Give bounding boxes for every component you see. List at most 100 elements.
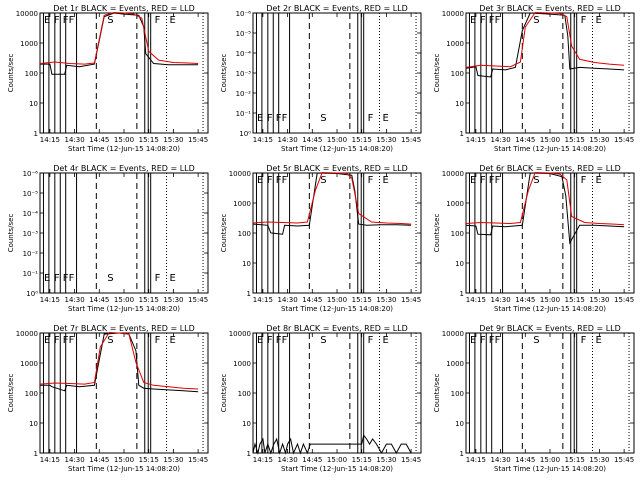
marker-letter: F [489,175,495,186]
marker-letter: F [267,175,273,186]
y-tick-label: 100 [238,230,251,238]
marker-letter: F [155,15,161,26]
y-tick-label: 10⁰ [239,130,251,138]
x-tick-label: 14:30 [490,136,510,144]
x-tick-label: 14:30 [490,456,510,464]
y-tick-label: 1000 [446,200,464,208]
x-tick-label: 15:45 [188,456,208,464]
y-axis-label: Counts/sec [220,214,228,253]
y-tick-label: 10 [242,420,251,428]
marker-letter: S [107,335,113,346]
y-tick-label: 10000 [442,330,464,338]
y-axis-label: Counts/sec [433,54,441,93]
x-tick-label: 15:30 [163,456,183,464]
marker-letter: F [495,15,501,26]
panel-title: Det 9r BLACK = Events, RED = LLD [479,324,621,333]
y-tick-label: 10 [242,260,251,268]
panel-title: Det 8r BLACK = Events, RED = LLD [266,324,408,333]
panel-2: Det 2r BLACK = Events, RED = LLD 10⁰ 10⁻¹ 1… [220,4,422,153]
series-events [252,434,412,455]
x-tick-label: 15:00 [114,296,134,304]
marker-letter: F [480,175,486,186]
panel-6: Det 6r BLACK = Events, RED = LLD 1 10 100 10… [433,164,635,313]
marker-letter: F [480,15,486,26]
y-tick-label: 10 [455,260,464,268]
marker-letter: E [595,175,601,186]
y-tick-label: 1000 [233,200,251,208]
x-tick-label: 14:15 [466,456,486,464]
x-tick-label: 15:00 [540,456,560,464]
x-tick-label: 15:45 [614,136,634,144]
marker-letter: F [155,273,161,284]
x-tick-label: 15:00 [114,136,134,144]
x-tick-label: 14:30 [277,456,297,464]
x-axis-label: Start Time (12-Jun-15 14:08:20) [68,305,180,313]
y-tick-label: 100 [25,390,38,398]
y-tick-label: 1000 [20,40,38,48]
marker-letter: E [257,113,263,124]
marker-letter: F [54,273,60,284]
marker-letter: F [267,113,273,124]
panel-8: Det 8r BLACK = Events, RED = LLD 1 10 100 10… [220,324,422,473]
y-tick-label: 1 [460,130,464,138]
y-tick-label: 10 [455,420,464,428]
marker-letter: F [63,273,69,284]
marker-letter: E [382,335,388,346]
y-tick-label: 10⁻⁴ [236,50,252,58]
x-tick-label: 15:30 [376,456,396,464]
panel-title: Det 4r BLACK = Events, RED = LLD [53,164,195,173]
marker-letter: F [276,175,282,186]
marker-letter: E [257,335,263,346]
y-tick-label: 1 [34,130,38,138]
panel-5: Det 5r BLACK = Events, RED = LLD 1 10 100 10… [220,164,422,313]
y-tick-label: 10⁻⁶ [23,170,39,178]
x-tick-label: 15:30 [163,136,183,144]
y-axis-label: Counts/sec [220,374,228,413]
marker-letter: E [169,335,175,346]
panel-title: Det 1r BLACK = Events, RED = LLD [53,4,195,13]
x-tick-label: 14:45 [302,136,322,144]
x-tick-label: 15:30 [163,296,183,304]
panel-7: Det 7r BLACK = Events, RED = LLD 1 10 100 10… [7,324,209,473]
y-tick-label: 1 [460,290,464,298]
y-tick-label: 100 [451,390,464,398]
x-tick-label: 14:15 [466,296,486,304]
y-tick-label: 10⁻³ [236,70,252,78]
marker-letter: F [276,113,282,124]
y-tick-label: 10000 [442,170,464,178]
y-axis-label: Counts/sec [433,374,441,413]
x-tick-label: 14:45 [89,136,109,144]
marker-letter: E [382,113,388,124]
y-tick-label: 10⁰ [26,290,38,298]
x-tick-label: 15:15 [139,136,159,144]
marker-letter: S [533,335,539,346]
marker-letter: E [44,273,50,284]
x-tick-label: 15:30 [589,136,609,144]
x-tick-label: 15:30 [376,136,396,144]
marker-letter: E [595,15,601,26]
y-tick-label: 1 [34,450,38,458]
y-tick-label: 10⁻³ [23,230,39,238]
marker-letter: S [533,175,539,186]
panel-title: Det 2r BLACK = Events, RED = LLD [266,4,408,13]
x-tick-label: 14:30 [64,296,84,304]
x-axis-label: Start Time (12-Jun-15 14:08:20) [68,465,180,473]
marker-letter: F [54,15,60,26]
x-tick-label: 15:00 [114,456,134,464]
marker-letter: F [155,335,161,346]
y-tick-label: 1000 [233,360,251,368]
marker-letter: E [470,335,476,346]
y-tick-label: 10000 [442,10,464,18]
marker-letter: S [107,15,113,26]
x-tick-label: 15:15 [565,136,585,144]
x-tick-label: 14:30 [64,456,84,464]
x-axis-label: Start Time (12-Jun-15 14:08:20) [281,305,393,313]
marker-letter: F [495,335,501,346]
x-tick-label: 15:15 [352,136,372,144]
x-axis-label: Start Time (12-Jun-15 14:08:20) [68,145,180,153]
x-tick-label: 14:30 [64,136,84,144]
x-tick-label: 15:15 [352,296,372,304]
marker-letter: F [282,335,288,346]
marker-letter: F [267,335,273,346]
